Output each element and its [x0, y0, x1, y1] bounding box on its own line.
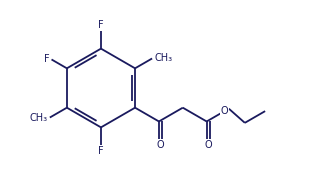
- Text: F: F: [98, 20, 104, 30]
- Text: O: O: [156, 140, 164, 150]
- Text: CH₃: CH₃: [30, 112, 48, 122]
- Text: O: O: [221, 106, 228, 116]
- Text: F: F: [44, 54, 50, 64]
- Text: O: O: [204, 140, 212, 150]
- Text: CH₃: CH₃: [154, 54, 172, 64]
- Text: F: F: [98, 146, 104, 156]
